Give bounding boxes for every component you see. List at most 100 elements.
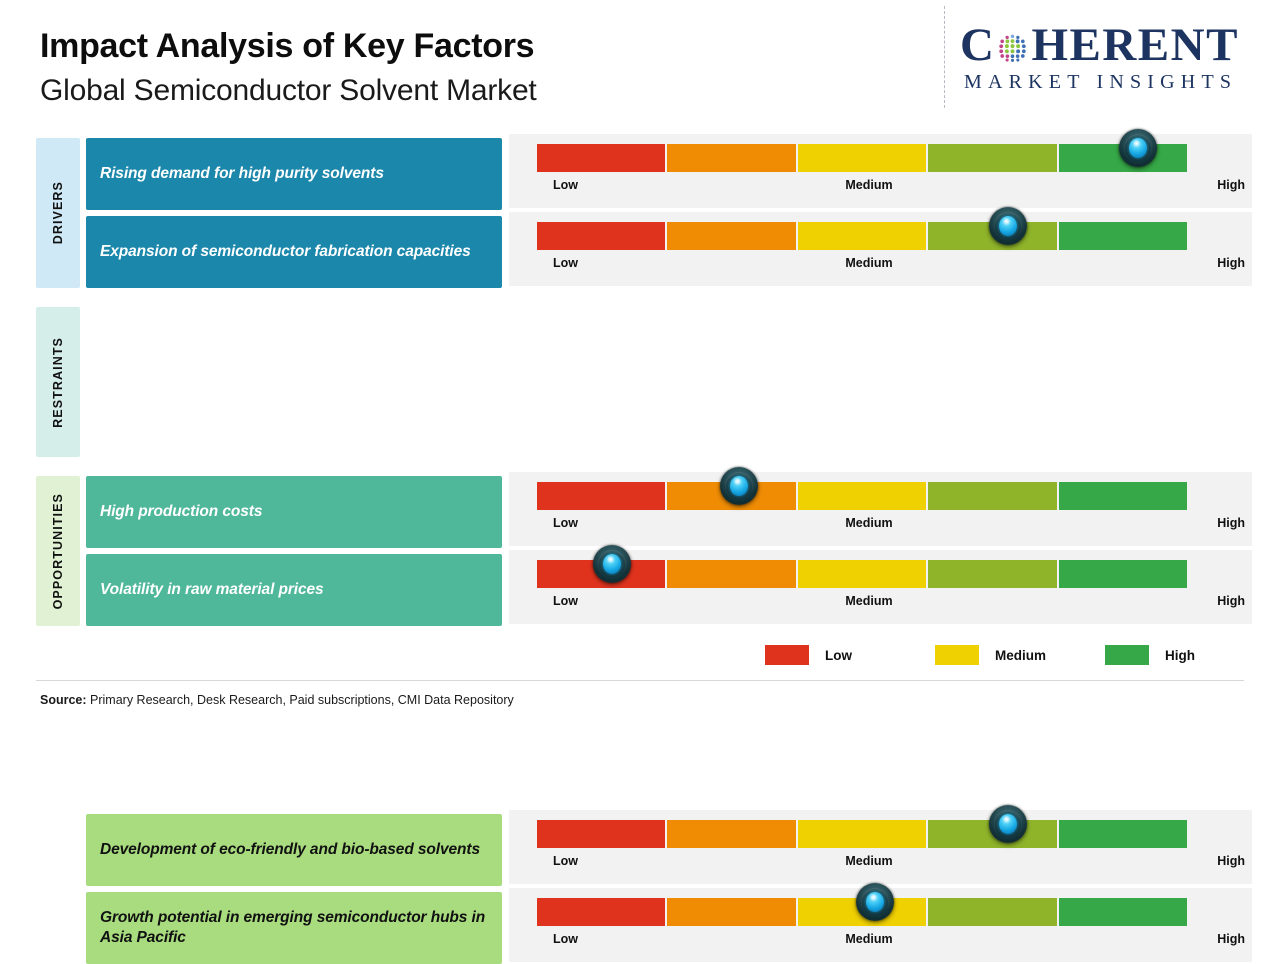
source-label: Source:: [40, 693, 87, 707]
factor-text: Development of eco-friendly and bio-base…: [100, 841, 480, 859]
page-title: Impact Analysis of Key Factors: [40, 27, 535, 65]
gauge-scale-labels: Low Medium High: [537, 256, 1245, 274]
gauge-bar[interactable]: [537, 560, 1188, 588]
gauge-bar[interactable]: [537, 898, 1188, 926]
gauge-segment-5: [1058, 898, 1188, 926]
gauge-bar[interactable]: [537, 144, 1188, 172]
gauge-segment-3: [797, 820, 927, 848]
gauge-label-mid: Medium: [845, 178, 893, 192]
factor-text: Growth potential in emerging semiconduct…: [100, 909, 486, 946]
factor-text: High production costs: [100, 503, 263, 521]
gauge-label-low: Low: [553, 516, 578, 530]
factor-text: Volatility in raw material prices: [100, 581, 324, 599]
gauge-segment-5: [1058, 820, 1188, 848]
legend-label: Medium: [995, 647, 1047, 663]
legend-item: Low: [765, 645, 852, 665]
logo-word-rest: HERENT: [1031, 18, 1239, 71]
gauge-panel: Low Medium High: [509, 207, 1252, 286]
factor-box[interactable]: Volatility in raw material prices: [86, 554, 502, 626]
gauge-segment-4: [928, 898, 1057, 926]
gauge-segment-4: [928, 820, 1057, 848]
gauge-segment-5: [1058, 222, 1188, 250]
gauge-label-mid: Medium: [845, 932, 893, 946]
category-label-restraints: RESTRAINTS: [36, 307, 80, 457]
logo-divider: [944, 6, 945, 108]
gauge-scale-labels: Low Medium High: [537, 178, 1245, 196]
category-label-text: RESTRAINTS: [51, 336, 65, 428]
gauge-segment-2: [667, 820, 796, 848]
category-label-text: OPPORTUNITIES: [51, 492, 65, 610]
gauge-segment-2: [667, 898, 796, 926]
gauge-label-high: High: [1217, 178, 1245, 192]
gauge-segment-5: [1058, 144, 1188, 172]
gauge-label-low: Low: [553, 932, 578, 946]
gauge-segment-1: [537, 222, 666, 250]
legend-label: Low: [825, 647, 852, 663]
factor-box[interactable]: High production costs: [86, 476, 502, 548]
gauge-label-high: High: [1217, 932, 1245, 946]
gauge-label-high: High: [1217, 594, 1245, 608]
gauge-panel: Low Medium High: [509, 805, 1252, 884]
gauge-segment-2: [667, 144, 796, 172]
gauge-segment-4: [928, 222, 1057, 250]
gauge-segment-4: [928, 482, 1057, 510]
category-label-drivers: DRIVERS: [36, 138, 80, 288]
gauge-panel: Low Medium High: [509, 883, 1252, 962]
legend-swatch: [1105, 645, 1149, 665]
gauge-segment-5: [1058, 560, 1188, 588]
gauge-panel: Low Medium High: [509, 545, 1252, 624]
factor-text: Expansion of semiconductor fabrication c…: [100, 243, 471, 261]
gauge-label-low: Low: [553, 854, 578, 868]
gauge-label-mid: Medium: [845, 516, 893, 530]
gauge-segment-1: [537, 898, 666, 926]
gauge-segment-5: [1058, 482, 1188, 510]
gauge-segment-3: [797, 560, 927, 588]
gauge-segment-3: [797, 222, 927, 250]
globe-sphere-icon: [996, 31, 1029, 64]
gauge-bar[interactable]: [537, 482, 1188, 510]
gauge-segment-3: [797, 898, 927, 926]
gauge-label-low: Low: [553, 594, 578, 608]
factor-box[interactable]: Development of eco-friendly and bio-base…: [86, 814, 502, 886]
source-value: Primary Research, Desk Research, Paid su…: [86, 693, 514, 707]
factor-box[interactable]: Expansion of semiconductor fabrication c…: [86, 216, 502, 288]
page-header: Impact Analysis of Key Factors Global Se…: [0, 0, 1280, 132]
gauge-label-high: High: [1217, 516, 1245, 530]
gauge-label-mid: Medium: [845, 594, 893, 608]
gauge-label-mid: Medium: [845, 854, 893, 868]
gauge-scale-labels: Low Medium High: [537, 932, 1245, 950]
gauge-segment-1: [537, 820, 666, 848]
logo-tagline: MARKET INSIGHTS: [964, 71, 1238, 93]
gauge-label-high: High: [1217, 854, 1245, 868]
gauge-label-mid: Medium: [845, 256, 893, 270]
legend-swatch: [935, 645, 979, 665]
gauge-segment-4: [928, 144, 1057, 172]
gauge-segment-3: [797, 482, 927, 510]
gauge-segment-3: [797, 144, 927, 172]
category-label-opportunities: OPPORTUNITIES: [36, 476, 80, 626]
gauge-panel: Low Medium High: [509, 129, 1252, 208]
gauge-bar[interactable]: [537, 222, 1188, 250]
gauge-segment-1: [537, 482, 666, 510]
factor-text: Rising demand for high purity solvents: [100, 165, 384, 183]
legend-label: High: [1165, 647, 1195, 663]
gauge-segment-2: [667, 222, 796, 250]
gauge-label-low: Low: [553, 178, 578, 192]
factor-box[interactable]: Growth potential in emerging semiconduct…: [86, 892, 502, 964]
gauge-scale-labels: Low Medium High: [537, 516, 1245, 534]
company-logo: C: [960, 18, 1260, 104]
gauge-segment-4: [928, 560, 1057, 588]
gauge-scale-labels: Low Medium High: [537, 594, 1245, 612]
logo-letter-c: C: [960, 18, 996, 71]
source-note: Source: Primary Research, Desk Research,…: [40, 693, 514, 707]
legend-item: High: [1105, 645, 1195, 665]
category-label-text: DRIVERS: [51, 181, 65, 245]
logo-wordmark: C: [960, 18, 1260, 71]
footer-divider: [36, 680, 1244, 681]
gauge-segment-1: [537, 144, 666, 172]
factor-box[interactable]: Rising demand for high purity solvents: [86, 138, 502, 210]
gauge-segment-2: [667, 482, 796, 510]
gauge-label-high: High: [1217, 256, 1245, 270]
gauge-bar[interactable]: [537, 820, 1188, 848]
legend-item: Medium: [935, 645, 1046, 665]
